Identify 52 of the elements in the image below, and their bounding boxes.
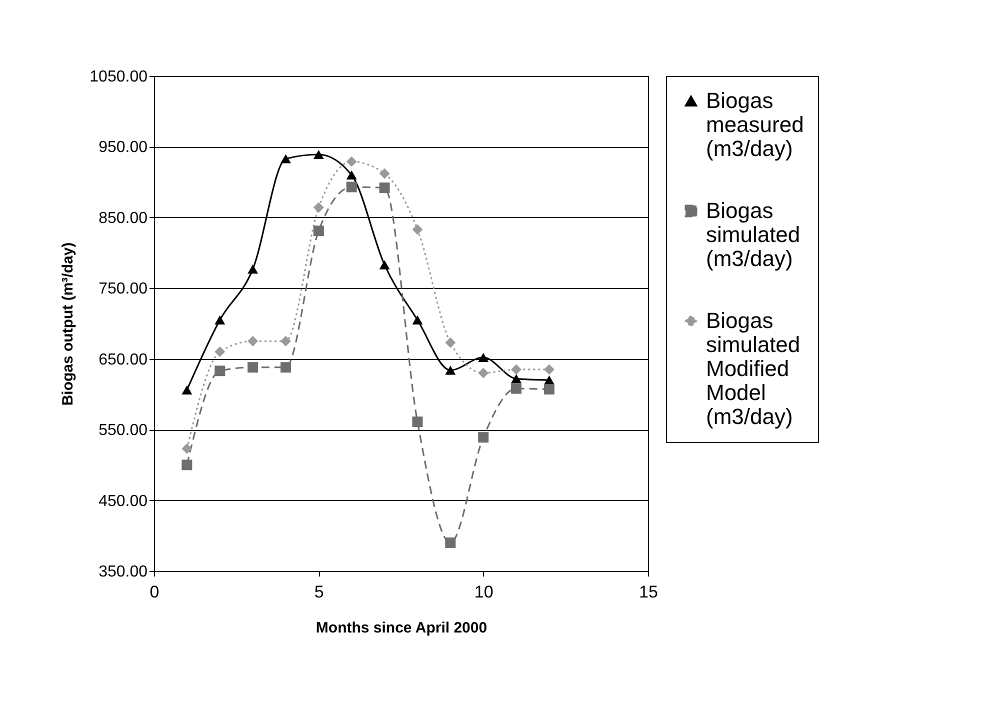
point (445, 537, 456, 548)
legend-label: Biogas simulated Modified Model (m3/day) (706, 308, 800, 429)
point (511, 374, 522, 384)
point (379, 260, 390, 270)
point (445, 366, 456, 375)
legend-label: Biogas simulated (m3/day) (706, 198, 800, 271)
point (182, 443, 192, 454)
point (445, 337, 456, 348)
point (544, 364, 554, 375)
y-tick-label: 750.00 (98, 280, 148, 298)
point (379, 182, 390, 193)
y-tick-label: 550.00 (98, 422, 148, 440)
point (346, 156, 357, 167)
y-tick-label: 650.00 (98, 351, 148, 368)
point (346, 170, 357, 180)
point (313, 202, 324, 213)
point (313, 150, 324, 160)
point (379, 168, 390, 179)
point (412, 224, 423, 235)
y-tick-label: 1050.00 (90, 68, 148, 86)
point (280, 336, 291, 346)
point (412, 315, 423, 325)
x-tick-label: 5 (314, 582, 324, 602)
y-tick-label: 350.00 (98, 564, 148, 580)
x-tick-label: 0 (150, 582, 160, 602)
point (511, 364, 522, 375)
y-axis-title: Biogas output (m³/day) (60, 242, 77, 406)
point (280, 362, 291, 373)
legend-label: Biogas measured (m3/day) (706, 88, 804, 161)
point (248, 336, 258, 346)
point (214, 366, 226, 376)
point (248, 264, 258, 274)
point (182, 460, 192, 470)
point (182, 385, 192, 395)
point (214, 346, 226, 358)
x-axis-title: Months since April 2000 (316, 620, 488, 636)
point (248, 362, 258, 373)
point (313, 226, 324, 236)
point (478, 368, 489, 378)
y-tick-label: 950.00 (98, 139, 148, 156)
point (544, 384, 554, 395)
point (214, 315, 226, 325)
point (280, 154, 291, 164)
point (511, 383, 522, 394)
point (412, 416, 423, 428)
x-tick-label: 10 (474, 582, 494, 602)
x-tick-label: 15 (639, 582, 658, 602)
point (478, 432, 489, 443)
y-tick-label: 850.00 (98, 210, 148, 227)
point (346, 182, 357, 192)
point (478, 352, 489, 362)
y-tick-label: 450.00 (98, 492, 148, 510)
